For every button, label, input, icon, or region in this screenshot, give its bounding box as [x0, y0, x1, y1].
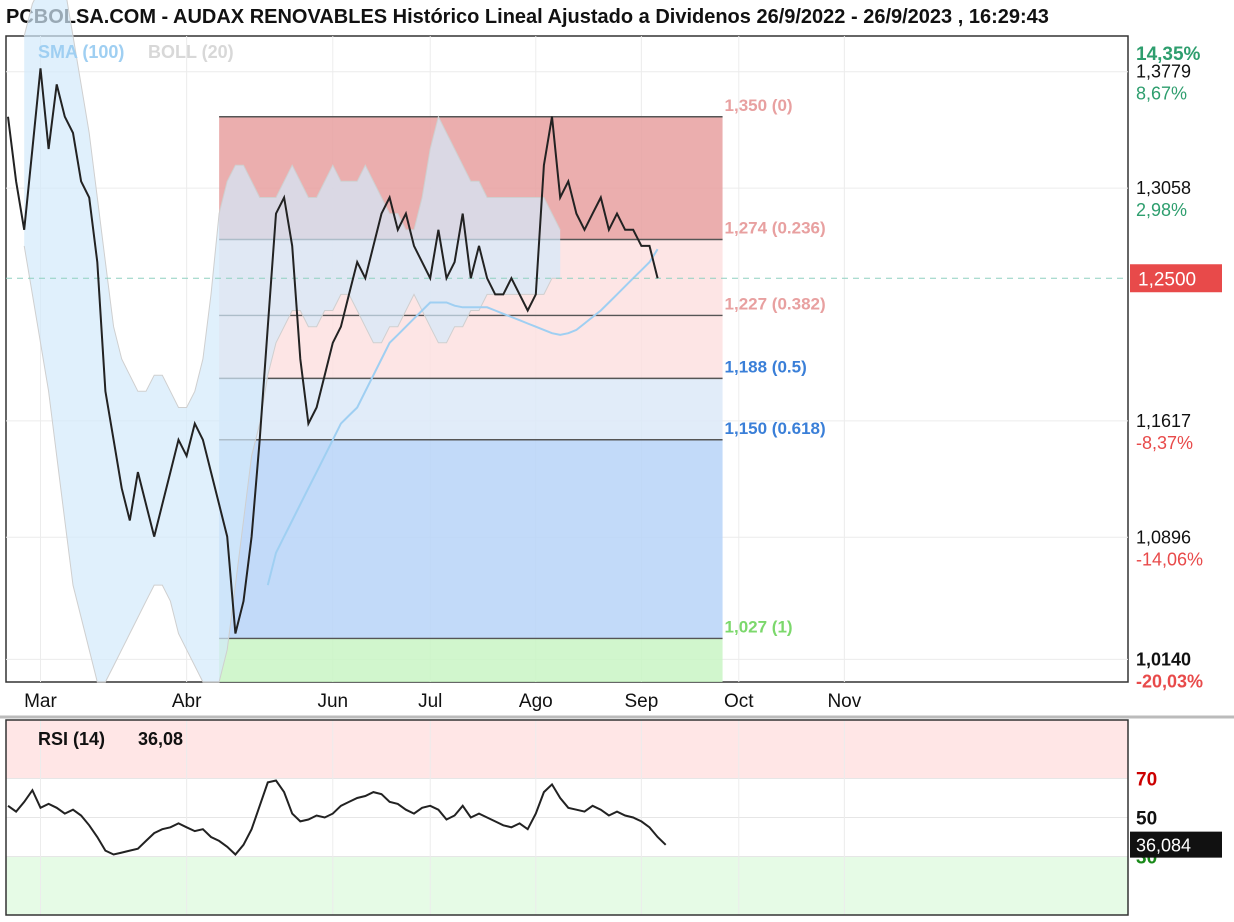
month-axis: Mar Abr Jun Jul Ago Sep Oct Nov — [24, 691, 862, 712]
fib-level-label: 1,027 (1) — [725, 617, 793, 636]
bollinger-band-area — [24, 0, 561, 682]
price-tick-percent: -14,06% — [1136, 549, 1203, 569]
month-label: Ago — [519, 691, 553, 712]
month-label: Jul — [418, 691, 442, 712]
price-tick-label: 1,1617 — [1136, 411, 1191, 431]
price-line — [7, 68, 659, 634]
fib-level-label: 1,274 (0.236) — [725, 218, 826, 237]
price-tick-label: 1,0896 — [1136, 527, 1191, 547]
fib-level-label: 1,188 (0.5) — [725, 357, 807, 376]
price-tick-label: 1,3779 — [1136, 62, 1191, 82]
bollinger-lower-line — [23, 245, 561, 683]
bollinger-bands — [23, 0, 561, 683]
rsi-overbought-zone — [6, 720, 1128, 779]
rsi-panel-border — [5, 719, 1129, 916]
month-label: Jun — [317, 691, 348, 712]
fib-zone-bottom — [219, 638, 723, 682]
top-percent-label: 14,35% — [1136, 44, 1201, 65]
month-label: Nov — [827, 691, 861, 712]
fib-level-label: 1,227 (0.382) — [725, 294, 826, 313]
sma-line — [266, 248, 659, 586]
sma-line-group — [266, 248, 659, 586]
price-tick-percent: 2,98% — [1136, 200, 1187, 220]
price-tick-percent: 8,67% — [1136, 84, 1187, 104]
boll-legend-label: BOLL (20) — [148, 42, 234, 62]
month-label: Mar — [24, 691, 57, 712]
bollinger-upper-line — [23, 0, 561, 408]
rsi-label: RSI (14) — [38, 729, 105, 749]
rsi-level-label: 50 — [1136, 809, 1157, 830]
fib-zone — [219, 378, 723, 440]
sma-legend-label: SMA (100) — [38, 42, 124, 62]
price-tick-label: 1,3058 — [1136, 178, 1191, 198]
month-label: Oct — [724, 691, 754, 712]
indicator-legend: SMA (100) BOLL (20) — [38, 42, 234, 62]
rsi-current-marker — [1130, 831, 1222, 858]
rsi-oversold-zone — [6, 856, 1128, 915]
current-price-marker — [1130, 264, 1222, 293]
month-label: Sep — [624, 691, 658, 712]
current-price-label: 1,2500 — [1138, 269, 1196, 290]
rsi-current-label: 36,084 — [1136, 836, 1191, 856]
fib-zone — [219, 439, 723, 639]
price-tick-percent: -20,03% — [1136, 671, 1203, 691]
price-tick-label: 1,0140 — [1136, 649, 1191, 669]
fib-level-label: 1,350 (0) — [725, 96, 793, 115]
fib-level-label: 1,150 (0.618) — [725, 419, 826, 438]
fib-zone — [219, 315, 723, 379]
month-label: Abr — [172, 691, 202, 712]
price-tick-percent: -8,37% — [1136, 433, 1193, 453]
rsi-line — [7, 779, 667, 856]
rsi-level-label: 70 — [1136, 770, 1157, 791]
chart-title: PCBOLSA.COM - AUDAX RENOVABLES Histórico… — [6, 6, 1049, 28]
price-line-group — [6, 68, 1128, 634]
rsi-value-label: 36,08 — [138, 729, 183, 749]
